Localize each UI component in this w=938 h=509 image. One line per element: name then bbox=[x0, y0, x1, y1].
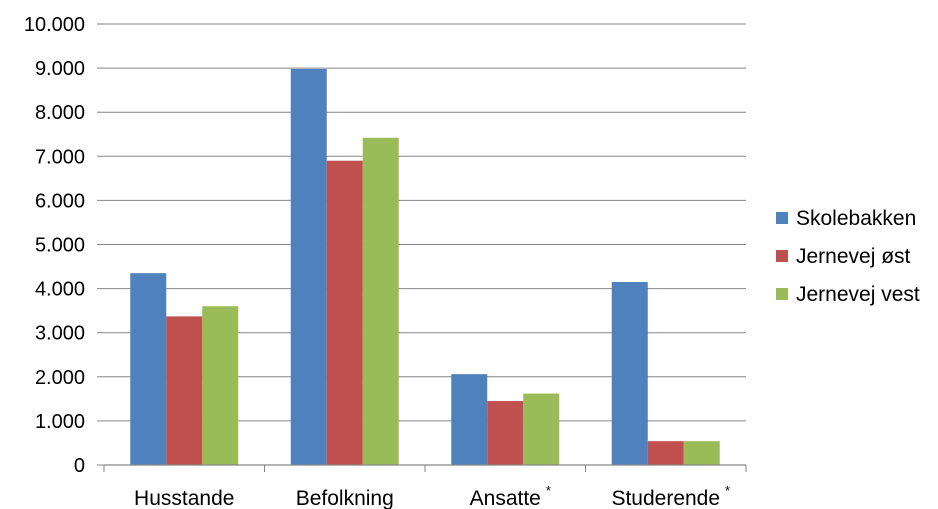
y-tick-label: 0 bbox=[74, 455, 85, 477]
y-tick-label: 5.000 bbox=[35, 235, 85, 257]
y-tick-label: 3.000 bbox=[35, 323, 85, 345]
x-category-label: Ansatte bbox=[470, 487, 541, 509]
bar-skolebakken-husstande bbox=[130, 273, 167, 465]
bar-jernevej-st-ansatte bbox=[487, 401, 524, 465]
legend-label: Skolebakken bbox=[796, 207, 916, 230]
bar-jernevej-vest-studerende bbox=[683, 441, 720, 465]
y-tick-label: 2.000 bbox=[35, 367, 85, 389]
legend-swatch bbox=[776, 212, 788, 224]
y-tick-label: 8.000 bbox=[35, 102, 85, 124]
legend: Skolebakken Jernevej øst Jernevej vest bbox=[776, 207, 920, 306]
y-tick-label: 10.000 bbox=[24, 14, 85, 36]
bar-jernevej-vest-ansatte bbox=[523, 393, 560, 465]
bar-jernevej-vest-husstande bbox=[202, 306, 239, 465]
x-category-label: Befolkning bbox=[296, 487, 394, 509]
x-category-label: Husstande bbox=[134, 487, 234, 509]
y-axis-ticks: 0 1.000 2.000 3.000 4.000 5.000 6.000 7.000 8.00… bbox=[24, 14, 104, 477]
bar-jernevej-st-studerende bbox=[647, 441, 684, 465]
bar-jernevej-vest-befolkning bbox=[362, 137, 399, 465]
bar-skolebakken-ansatte bbox=[451, 374, 488, 465]
y-tick-label: 7.000 bbox=[35, 146, 85, 168]
bar-skolebakken-studerende bbox=[611, 281, 648, 465]
legend-label: Jernevej øst bbox=[796, 245, 911, 268]
bar-jernevej-st-husstande bbox=[166, 316, 203, 465]
legend-swatch bbox=[776, 250, 788, 262]
x-category-label: Studerende bbox=[611, 487, 720, 509]
y-tick-label: 6.000 bbox=[35, 190, 85, 212]
bar-jernevej-st-befolkning bbox=[326, 160, 363, 465]
legend-swatch bbox=[776, 288, 788, 300]
y-tick-label: 1.000 bbox=[35, 411, 85, 433]
y-tick-label: 4.000 bbox=[35, 279, 85, 301]
y-tick-label: 9.000 bbox=[35, 58, 85, 80]
bar-skolebakken-befolkning bbox=[290, 68, 327, 466]
legend-label: Jernevej vest bbox=[796, 283, 920, 306]
bars bbox=[130, 68, 720, 466]
footnote-marker: * bbox=[546, 483, 551, 498]
x-axis-ticks: Husstande Befolkning Ansatte * Studerende * bbox=[103, 465, 747, 509]
footnote-marker: * bbox=[725, 483, 730, 498]
